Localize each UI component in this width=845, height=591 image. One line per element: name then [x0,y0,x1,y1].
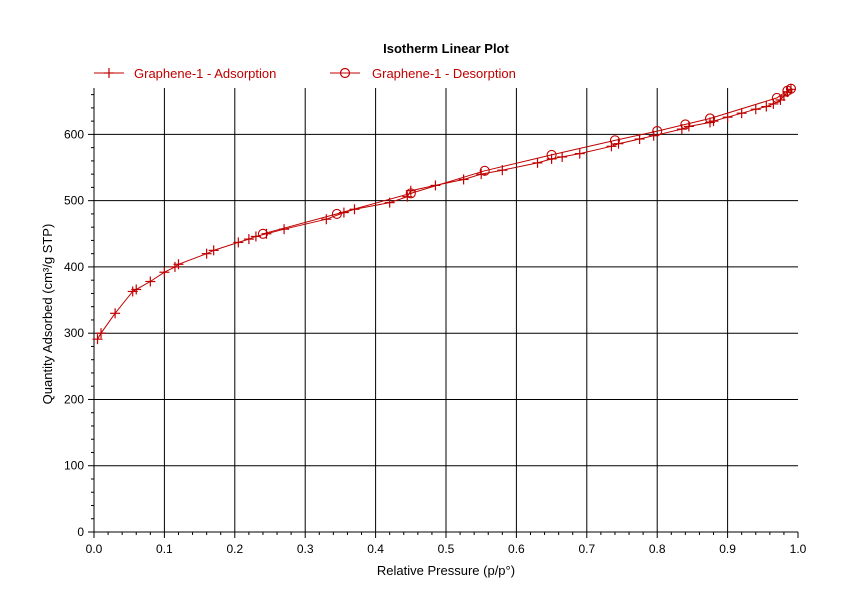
data-point-plus [208,245,219,256]
data-point-plus [233,237,244,248]
series-layer [92,83,797,345]
legend-item-desorption: Graphene-1 - Desorption [330,66,516,81]
x-tick-label: 0.0 [86,542,103,556]
data-point-plus [532,157,543,168]
y-tick-label: 400 [64,260,84,274]
grid [94,88,798,532]
data-point-plus [96,328,107,339]
y-tick-label: 100 [64,459,84,473]
x-tick-label: 0.2 [226,542,243,556]
data-point-circle [331,208,342,219]
data-point-plus [173,259,184,270]
y-tick-label: 500 [64,194,84,208]
data-point-circle [782,85,793,96]
legend-label-adsorption: Graphene-1 - Adsorption [134,66,276,81]
data-point-circle [257,228,269,239]
chart-title: Isotherm Linear Plot [383,41,509,56]
data-point-circle [704,113,716,124]
y-axis-label: Quantity Adsorbed (cm³/g STP) [40,224,55,405]
circle-marker-icon [339,67,351,79]
y-tick-label: 200 [64,392,84,406]
x-tick-label: 1.0 [790,542,807,556]
data-point-circle [546,149,557,160]
y-axis-ticks: 0 100 200 300 400 500 600 [64,94,94,539]
legend: Graphene-1 - Adsorption Graphene-1 - Des… [94,66,516,81]
data-point-circle [405,188,416,199]
data-point-plus [131,284,142,295]
data-point-plus [722,112,733,123]
x-tick-label: 0.8 [649,542,666,556]
x-axis-ticks: 0.0 0.1 0.2 0.3 0.4 0.5 0.6 0.7 0.8 0.9 1.0 [86,532,807,556]
legend-item-adsorption: Graphene-1 - Adsorption [94,66,276,81]
x-tick-label: 0.5 [438,542,455,556]
x-axis-label: Relative Pressure (p/p°) [377,563,515,578]
data-point-plus [736,108,747,119]
legend-label-desorption: Graphene-1 - Desorption [372,66,516,81]
y-tick-label: 0 [77,525,84,539]
series-line [262,88,792,235]
data-point-plus [159,267,170,278]
data-point-plus [557,151,568,162]
series-desorption [257,83,797,239]
data-point-plus [321,214,332,225]
data-point-plus [201,248,212,259]
x-tick-label: 0.3 [297,542,314,556]
data-point-circle [479,165,490,176]
data-point-plus [634,134,645,145]
y-tick-label: 300 [64,326,84,340]
data-point-plus [92,334,103,345]
x-tick-label: 0.9 [719,542,736,556]
data-point-circle [771,92,782,103]
data-point-plus [750,104,761,115]
data-point-plus [574,148,585,159]
data-point-plus [243,234,254,245]
x-tick-label: 0.6 [508,542,525,556]
data-point-plus [761,101,772,112]
x-tick-label: 0.7 [578,542,595,556]
data-point-plus [110,308,121,319]
data-point-circle [680,119,691,130]
data-point-circle [652,126,663,137]
plus-marker-icon [104,68,114,78]
y-tick-label: 600 [64,127,84,141]
x-tick-label: 0.4 [367,542,384,556]
data-point-plus [458,174,469,185]
data-point-plus [145,276,156,287]
data-point-circle [609,135,621,146]
x-tick-label: 0.1 [156,542,173,556]
